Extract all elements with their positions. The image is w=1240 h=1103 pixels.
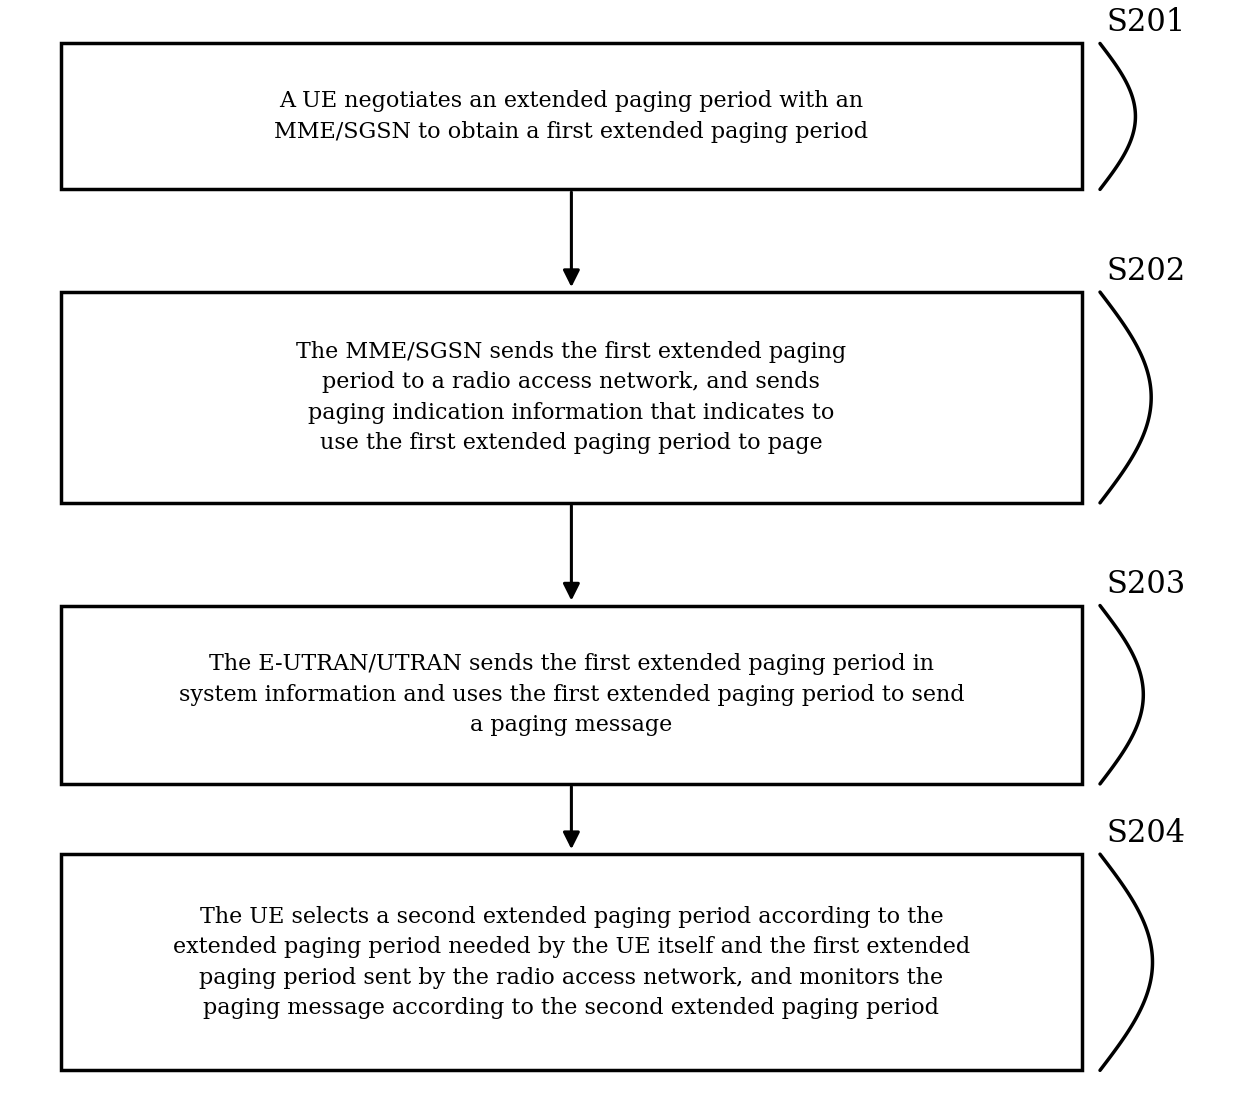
Text: S202: S202 (1106, 256, 1185, 287)
Text: S204: S204 (1106, 817, 1185, 849)
Text: The UE selects a second extended paging period according to the
extended paging : The UE selects a second extended paging … (172, 906, 970, 1019)
Text: S203: S203 (1106, 569, 1185, 600)
Text: S201: S201 (1106, 7, 1185, 38)
Text: A UE negotiates an extended paging period with an
MME/SGSN to obtain a first ext: A UE negotiates an extended paging perio… (274, 90, 868, 142)
FancyBboxPatch shape (61, 606, 1081, 784)
FancyBboxPatch shape (61, 854, 1081, 1070)
FancyBboxPatch shape (61, 43, 1081, 190)
Text: The E-UTRAN/UTRAN sends the first extended paging period in
system information a: The E-UTRAN/UTRAN sends the first extend… (179, 653, 965, 736)
Text: The MME/SGSN sends the first extended paging
period to a radio access network, a: The MME/SGSN sends the first extended pa… (296, 341, 847, 454)
FancyBboxPatch shape (61, 292, 1081, 503)
